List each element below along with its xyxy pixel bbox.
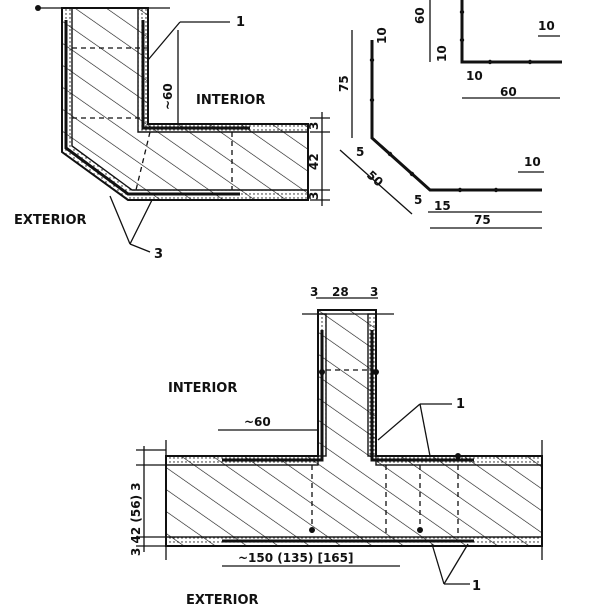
rebar-point (387, 151, 393, 157)
dim-5-upper: 5 (356, 145, 364, 159)
leader-line (109, 195, 131, 245)
dim-10-top: 10 (375, 27, 389, 44)
callout-1-label: 1 (236, 15, 245, 30)
leader-line (129, 199, 153, 245)
dim-60-horizontal: 60 (500, 85, 517, 99)
t-junction-detail: 3 28 3 INTERIOR ~60 3 42 (56) 3 1 ~150 (… (129, 285, 543, 608)
dim-3-stem-right: 3 (370, 285, 378, 299)
dim-bottom-span: ~150 (135) [165] (238, 551, 354, 565)
dim-stack-56: 3 42 (56) 3 (129, 482, 143, 556)
dim-3-stem-left: 3 (310, 285, 318, 299)
dim-28: 28 (332, 285, 349, 299)
rebar-point (409, 171, 415, 177)
dim-10-left: 10 (435, 45, 449, 62)
insulation-strip-inner (137, 7, 309, 133)
leader-line (443, 543, 469, 585)
rebar-point (493, 187, 499, 193)
dashed-line (135, 131, 151, 191)
dim-75-horizontal: 75 (474, 213, 491, 227)
dim-5-lower: 5 (414, 193, 422, 207)
anchor-point (373, 369, 379, 375)
membrane-line-outer (64, 20, 240, 196)
rebar-point (487, 59, 493, 65)
reinforcement-detail: 60 10 10 10 60 75 10 5 50 5 10 15 75 (337, 0, 562, 229)
rebar-point (457, 187, 463, 193)
dim-50: 50 (364, 168, 386, 190)
insulation-strip-outer (61, 7, 309, 201)
leader-line (419, 403, 431, 457)
dim-3-bottom: 3 (307, 192, 321, 200)
rebar-bent (370, 40, 542, 192)
exterior-label-bottom: EXTERIOR (186, 593, 259, 608)
callout-1-top: 1 (456, 397, 465, 412)
dim-10-right-bottom: 10 (524, 155, 541, 169)
leader-line (431, 543, 445, 585)
rebar-point (459, 9, 465, 15)
anchor-point (319, 369, 325, 375)
anchor-point (309, 527, 315, 533)
rebar-point (369, 57, 375, 63)
rebar-point (459, 37, 465, 43)
interior-label-bottom: INTERIOR (168, 381, 237, 396)
callout-3-label: 3 (154, 247, 163, 262)
dim-15: 15 (434, 199, 451, 213)
anchor-point (417, 527, 423, 533)
membrane-line-inner (141, 20, 250, 130)
dim-approx-60-bottom: ~60 (244, 415, 271, 429)
interior-label: INTERIOR (196, 93, 265, 108)
leader-line (129, 243, 151, 253)
dimension-line (339, 149, 413, 215)
rebar-point (527, 59, 533, 65)
callout-1-bottom: 1 (472, 579, 481, 594)
corner-wall-detail: 1 ~60 INTERIOR 3 42 3 EXTERIOR 3 (14, 5, 330, 262)
dim-42: 42 (307, 153, 321, 170)
dim-75-vertical: 75 (337, 75, 351, 92)
rebar-point (369, 97, 375, 103)
dim-approx-60: ~60 (161, 83, 175, 110)
membrane-stem-right (370, 330, 474, 462)
edge-marker (35, 5, 41, 11)
dim-60-vertical: 60 (413, 7, 427, 24)
leader-line (377, 403, 421, 441)
horizontal-wall-section (165, 309, 543, 547)
leader-line (147, 21, 181, 61)
dim-10-right-top: 10 (538, 19, 555, 33)
dim-10-bottom: 10 (466, 69, 483, 83)
anchor-point (455, 453, 461, 459)
dim-3-top: 3 (307, 122, 321, 130)
exterior-label: EXTERIOR (14, 213, 87, 228)
